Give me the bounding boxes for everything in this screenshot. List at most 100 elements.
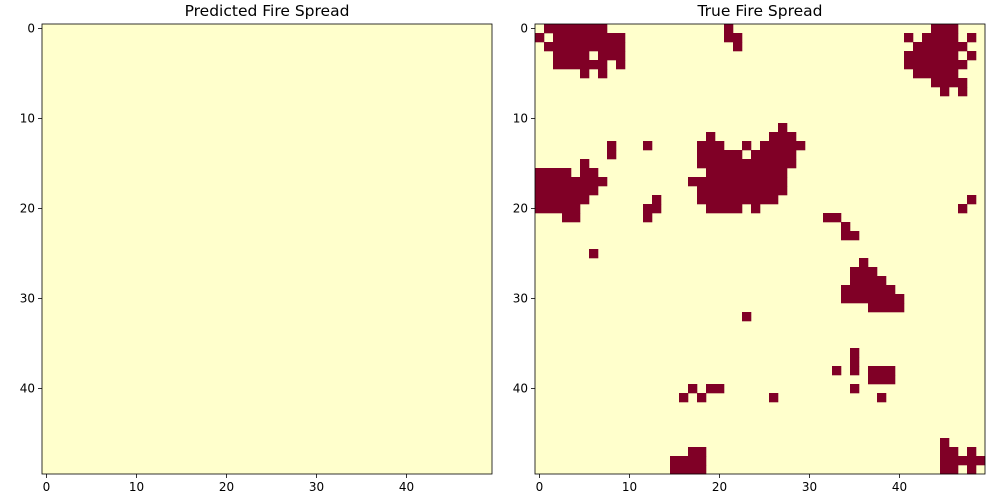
fire-cell: [904, 33, 914, 43]
fire-cell: [841, 294, 869, 304]
x-tick-label: 20: [712, 480, 727, 494]
y-tick-label: 10: [513, 112, 528, 126]
fire-cell: [589, 249, 599, 259]
heatmap-cells: [535, 24, 986, 475]
fire-cell: [868, 375, 896, 385]
y-tick-label: 40: [20, 382, 35, 396]
fire-cell: [868, 303, 905, 313]
fire-cell: [706, 384, 725, 394]
fire-cell: [688, 456, 707, 466]
fire-cell: [850, 366, 860, 376]
fire-cell: [562, 213, 581, 223]
fire-cell: [580, 159, 590, 169]
fire-cell: [859, 258, 869, 268]
fire-cell: [652, 195, 662, 205]
x-tick-label: 0: [43, 480, 51, 494]
fire-cell: [904, 60, 968, 70]
fire-cell: [697, 195, 779, 205]
panel-title: Predicted Fire Spread: [185, 2, 350, 20]
y-tick-label: 20: [20, 202, 35, 216]
fire-cell: [841, 222, 851, 232]
fire-cell: [706, 204, 743, 214]
fire-cell: [850, 384, 860, 394]
fire-cell: [958, 204, 968, 214]
x-tick-label: 10: [129, 480, 144, 494]
x-tick-label: 40: [892, 480, 907, 494]
fire-cell: [832, 366, 842, 376]
heatmap-cells: [42, 24, 492, 474]
fire-cell: [841, 285, 896, 295]
fire-cell: [571, 186, 599, 196]
fire-cell: [967, 33, 977, 43]
fire-cell: [769, 132, 788, 142]
fire-cell: [895, 294, 905, 304]
fire-cell: [733, 42, 743, 52]
fire-cell: [967, 447, 977, 457]
fire-cell: [958, 87, 968, 97]
fire-cell: [643, 204, 662, 214]
true-fire-spread-panel: True Fire Spread 0 10 20 30 40 0 10 20 30 40: [513, 2, 986, 494]
fire-cell: [760, 141, 806, 151]
fire-cell: [607, 150, 617, 160]
fire-cell: [868, 366, 896, 376]
fire-cell: [913, 42, 968, 52]
x-tick-label: 0: [536, 480, 544, 494]
fire-cell: [580, 177, 608, 187]
fire-cell: [670, 456, 689, 466]
fire-cell: [787, 132, 797, 142]
fire-cell: [553, 60, 590, 70]
fire-cell: [535, 168, 572, 178]
y-tick-label: 0: [27, 22, 35, 36]
axis-ticks: 0 10 20 30 40 0 10 20 30 40: [20, 22, 414, 495]
fire-cell: [616, 60, 626, 70]
fire-cell: [940, 465, 959, 475]
fire-cell: [967, 51, 977, 61]
fire-cell: [670, 465, 707, 475]
fire-cell: [679, 393, 689, 403]
fire-cell: [913, 69, 959, 79]
axes-frame: [534, 23, 986, 475]
fire-cell: [697, 159, 743, 169]
fire-cell: [940, 456, 977, 466]
fire-cell: [742, 159, 797, 169]
panel-title: True Fire Spread: [696, 2, 822, 20]
fire-cell: [535, 33, 545, 43]
fire-cell: [580, 168, 599, 178]
fire-cell: [769, 393, 779, 403]
fire-cell: [724, 24, 734, 34]
fire-cell: [697, 393, 707, 403]
fire-cell: [688, 447, 707, 457]
fire-cell: [553, 51, 590, 61]
fire-cell: [706, 132, 716, 142]
fire-cell: [688, 384, 698, 394]
fire-cell: [535, 195, 590, 205]
axes-frame: [41, 23, 493, 475]
axis-ticks: 0 10 20 30 40 0 10 20 30 40: [513, 22, 907, 495]
fire-cell: [580, 69, 590, 79]
fire-cell: [535, 186, 572, 196]
fire-cell: [841, 231, 860, 241]
fire-cell: [607, 141, 617, 151]
fire-cell: [697, 186, 788, 196]
fire-cell: [922, 33, 959, 43]
fire-cell: [751, 204, 761, 214]
fire-cell: [868, 294, 896, 304]
fire-cell: [598, 51, 626, 61]
y-tick-label: 30: [513, 292, 528, 306]
fire-cell: [823, 213, 842, 223]
fire-cell: [589, 60, 608, 70]
fire-cell: [967, 195, 977, 205]
fire-cell: [940, 447, 959, 457]
x-tick-label: 20: [219, 480, 234, 494]
y-tick-label: 20: [513, 202, 528, 216]
fire-cell: [544, 24, 608, 34]
fire-cell: [751, 150, 797, 160]
fire-cell: [850, 267, 878, 277]
fire-cell: [535, 204, 581, 214]
fire-cell: [877, 393, 887, 403]
fire-cell: [544, 42, 626, 52]
predicted-fire-spread-panel: Predicted Fire Spread 0 10 20 30 40 0 10 20 30 40: [20, 2, 493, 495]
fire-cell: [697, 141, 725, 151]
fire-cell: [553, 33, 626, 43]
